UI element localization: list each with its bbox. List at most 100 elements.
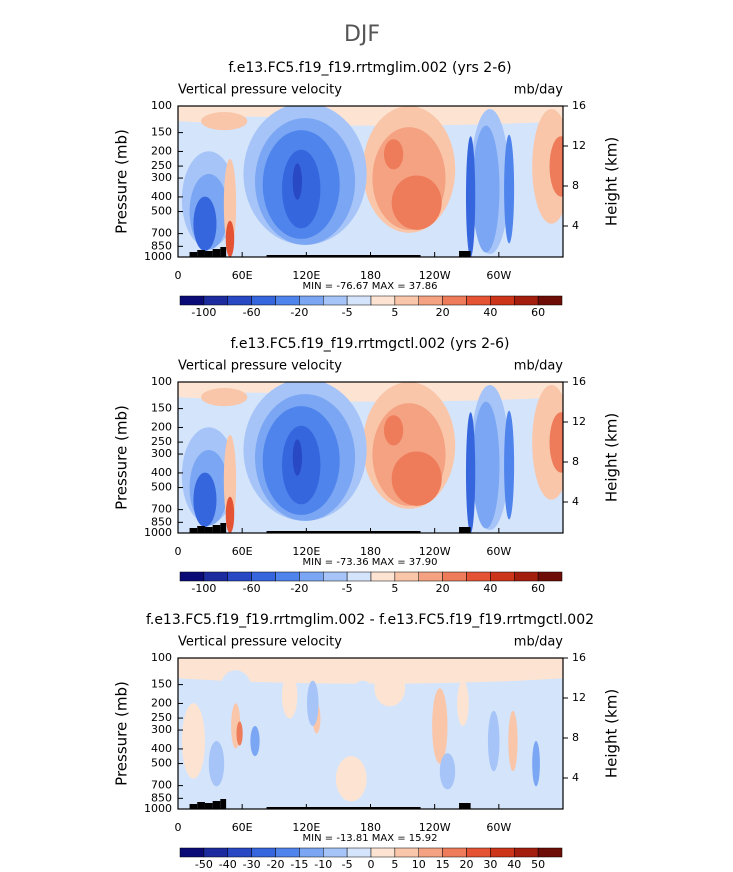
colorbar-label: 40 — [483, 306, 497, 319]
y-tick-label: 200 — [151, 696, 172, 709]
colorbar-swatch — [203, 571, 228, 582]
colorbar-label: 40 — [507, 858, 521, 871]
contour-region — [193, 196, 217, 251]
contour-region — [374, 670, 406, 707]
colorbar-swatch — [227, 571, 252, 582]
x-tick-label: 0 — [175, 269, 182, 282]
colorbar-swatch — [179, 847, 205, 858]
colorbar-label: -100 — [191, 306, 216, 319]
colorbar-swatch — [299, 295, 324, 306]
colorbar-label: 10 — [412, 858, 426, 871]
contour-field — [178, 658, 563, 809]
colorbar-swatch — [275, 571, 300, 582]
x-tick-label: 60W — [486, 821, 511, 834]
colorbar-label: -5 — [342, 306, 353, 319]
y-tick-label: 400 — [151, 190, 172, 203]
x-tick-label: 180 — [360, 269, 381, 282]
contour-region — [193, 472, 217, 527]
y-tick-label: 300 — [151, 171, 172, 184]
topography — [189, 252, 198, 257]
topography — [459, 527, 471, 533]
colorbar-swatch — [203, 847, 228, 858]
y-tick-label: 200 — [151, 144, 172, 157]
topography — [266, 255, 421, 257]
contour-region — [472, 401, 500, 529]
colorbar-swatch — [442, 847, 467, 858]
y2-tick-label: 12 — [572, 691, 586, 704]
panel-title: f.e13.FC5.f19_f19.rrtmgctl.002 (yrs 2-6) — [231, 336, 510, 352]
colorbar-swatch — [537, 295, 563, 306]
y2-tick-label: 16 — [572, 375, 586, 388]
y2-axis-label: Height (km) — [603, 689, 621, 778]
y-tick-label: 150 — [151, 126, 172, 139]
topography — [212, 801, 221, 809]
y-axis-label: Pressure (mb) — [113, 405, 131, 510]
colorbar-swatch — [275, 847, 300, 858]
colorbar-swatch — [490, 571, 515, 582]
y-tick-label: 250 — [151, 159, 172, 172]
topography — [189, 804, 198, 809]
colorbar-swatch — [346, 847, 372, 858]
y-tick-label: 1000 — [144, 802, 172, 815]
y-tick-label: 700 — [151, 503, 172, 516]
colorbar-swatch — [442, 295, 467, 306]
panel-title: f.e13.FC5.f19_f19.rrtmglim.002 - f.e13.F… — [146, 612, 594, 628]
contour-region — [306, 680, 319, 726]
y2-tick-label: 8 — [572, 455, 579, 468]
contour-region — [236, 721, 243, 746]
colorbar-label: 30 — [483, 858, 497, 871]
colorbar-swatch — [227, 295, 252, 306]
colorbar-swatch — [346, 571, 372, 582]
topography — [197, 526, 205, 533]
colorbar-label: -15 — [290, 858, 308, 871]
x-tick-label: 60W — [486, 545, 511, 558]
topography — [212, 249, 221, 257]
y-tick-label: 500 — [151, 481, 172, 494]
y-tick-label: 700 — [151, 227, 172, 240]
y-tick-label: 150 — [151, 678, 172, 691]
contour-region — [472, 125, 500, 253]
y-tick-label: 500 — [151, 205, 172, 218]
subtitle-left: Vertical pressure velocity — [178, 83, 342, 98]
x-tick-label: 0 — [175, 545, 182, 558]
y-tick-label: 150 — [151, 402, 172, 415]
x-tick-label: 60E — [232, 269, 253, 282]
contour-region — [383, 139, 404, 170]
colorbar-label: -60 — [243, 306, 261, 319]
y2-tick-label: 16 — [572, 651, 586, 664]
contour-region — [405, 703, 429, 794]
colorbar-label: -40 — [219, 858, 237, 871]
colorbar-label: -10 — [314, 858, 332, 871]
colorbar-swatch — [275, 295, 300, 306]
contour-region — [281, 673, 298, 719]
colorbar-label: -30 — [243, 858, 261, 871]
contour-region — [532, 109, 563, 224]
y-tick-label: 1000 — [144, 526, 172, 539]
colorbar-label: -5 — [342, 858, 353, 871]
subtitle-right: mb/day — [514, 83, 564, 98]
colorbar-label: -100 — [191, 582, 216, 595]
topography — [204, 527, 213, 533]
contour-region — [549, 412, 563, 473]
y-tick-label: 100 — [151, 375, 172, 388]
contour-region — [250, 725, 260, 757]
y2-tick-label: 12 — [572, 139, 586, 152]
contour-region — [292, 163, 302, 200]
subtitle-right: mb/day — [514, 635, 564, 650]
colorbar-swatch — [514, 295, 539, 306]
y-tick-label: 300 — [151, 447, 172, 460]
y2-tick-label: 12 — [572, 415, 586, 428]
contour-region — [504, 134, 515, 244]
subtitle-right: mb/day — [514, 359, 564, 374]
contour-region — [487, 710, 500, 772]
x-tick-label: 180 — [360, 821, 381, 834]
contour-region — [504, 410, 515, 520]
topography — [189, 528, 198, 533]
y-tick-label: 850 — [151, 791, 172, 804]
y-tick-label: 400 — [151, 466, 172, 479]
min-max-annotation: MIN = -73.36 MAX = 37.90 — [303, 557, 438, 568]
colorbar-swatch — [227, 847, 252, 858]
contour-region — [391, 451, 442, 506]
y-tick-label: 250 — [151, 711, 172, 724]
